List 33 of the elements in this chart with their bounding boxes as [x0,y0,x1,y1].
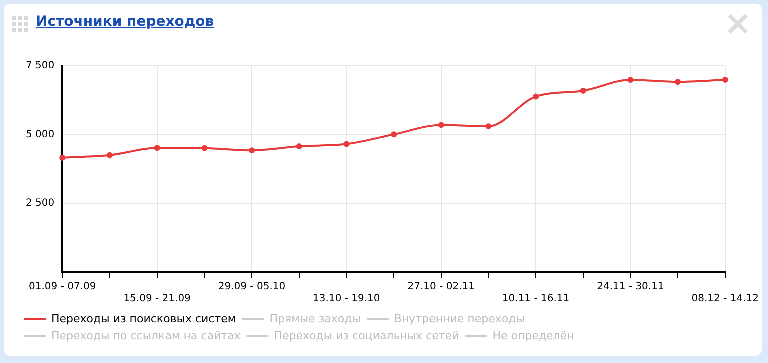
point [486,124,492,130]
x-tick-label: 27.10 - 02.11 [408,282,475,293]
point [722,77,728,84]
point [202,145,208,152]
point [154,145,160,152]
x-tick-label: 24.11 - 30.11 [597,282,664,293]
legend-label: Прямые заходы [270,312,361,326]
point [580,88,586,94]
point [60,154,66,161]
y-tick-label: 7 500 [26,60,55,72]
legend-label: Переходы из поисковых систем [52,312,236,326]
point [438,122,444,128]
legend-label: Переходы по ссылкам на сайтах [52,329,242,342]
chart-title: Источники переходов [36,14,214,30]
x-tick-label: 08.12 - 14.12 [692,294,760,305]
x-tick-label: 01.09 - 07.09 [29,282,96,293]
point [628,77,634,84]
point [296,143,302,150]
point [248,148,255,154]
x-tick-label: 15.09 - 21.09 [124,294,191,305]
point [675,79,682,86]
x-tick-label: 29.09 - 05.10 [218,282,286,293]
legend-label: Внутренние переходы [394,312,525,326]
legend-label: Не определён [492,329,574,342]
point [533,94,540,100]
x-tick-label: 13.10 - 19.10 [313,294,380,305]
legend-label: Переходы из социальных сетей [274,329,460,342]
point [391,132,398,138]
x-tick-label: 10.11 - 16.11 [502,294,570,305]
point [106,152,113,158]
y-tick-label: 2 500 [26,198,55,209]
y-tick-label: 5 000 [26,129,55,140]
point [344,141,350,148]
